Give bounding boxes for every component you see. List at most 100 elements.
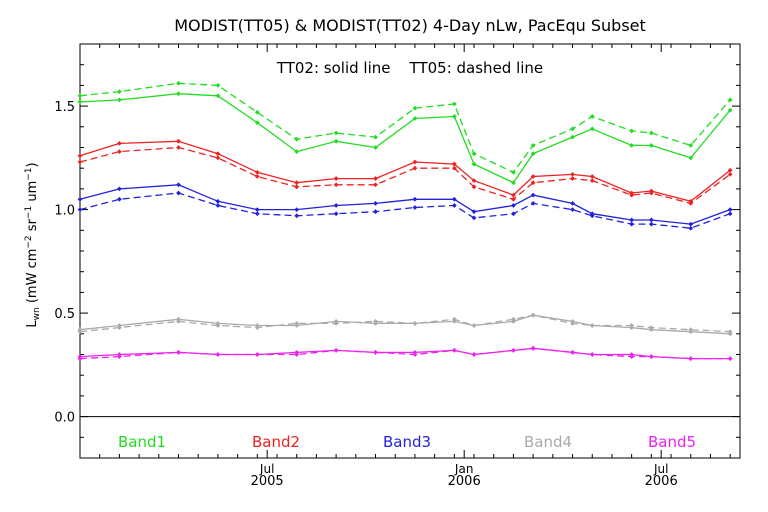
band1-solid-point [451,114,457,119]
x-tick-month-1: Jan [454,462,474,476]
band2-dashed-point [727,172,733,177]
band3-solid-point [373,200,378,206]
band5-dashed-point [176,350,181,355]
band2-dashed-point [294,184,300,190]
band2-solid-point [215,151,221,157]
band1-dashed-point [530,143,536,148]
band2-dashed-point [215,155,221,161]
band1-solid-point [688,155,694,161]
band2-solid-point [77,153,83,159]
band5-dashed-point [294,352,300,357]
band3-dashed-point [294,213,300,219]
band2-dashed-point [117,149,122,155]
band4-dashed-point [373,318,378,324]
band1-solid-point [570,134,575,140]
band5-dashed-point [688,356,694,362]
y-tick-label-0: 0.0 [54,411,75,426]
band1-dashed-point [629,128,635,134]
band1-dashed-point [254,109,260,115]
legend-band1: Band1 [118,433,166,451]
band1-solid-point [176,91,181,97]
svg-text:Lwn (mW cm−2 sr−1 um−1): Lwn (mW cm−2 sr−1 um−1) [24,162,42,327]
band3-dashed-point [117,196,122,202]
band2-dashed-point [648,190,654,196]
band3-dashed-point [254,211,260,217]
band3-solid-line [79,184,731,225]
band2-dashed-point [77,159,83,165]
band2-solid-point [727,167,733,173]
band3-solid-point [294,207,300,212]
band4-dashed-point [77,329,83,335]
band3-solid-point [333,203,339,208]
y-label-base: L [25,320,40,328]
band1-dashed-point [333,130,339,136]
band3-dashed-point [215,203,221,208]
band5-dashed-point [412,352,418,357]
band2-dashed-point [589,178,595,184]
band3-solid-point [727,207,733,212]
band5-dashed-point [530,345,536,351]
band1-solid-point [589,126,595,132]
band3-solid-point [511,203,516,208]
band1-solid-point [254,120,260,126]
band4-dashed-point [294,321,300,326]
x-tick-year-1: 2006 [448,474,481,489]
band1-solid-point [727,107,733,113]
band4-dashed-point [589,323,595,328]
band3-dashed-point [589,213,595,219]
band2-solid-point [451,161,457,167]
y-tick-label-2: 1.0 [54,204,75,219]
band5-dashed-point [254,352,260,357]
band2-dashed-point [333,182,339,188]
band3-solid-point [215,198,221,204]
band3-solid-point [688,221,694,227]
band1-dashed-point [294,136,300,142]
y-axis-ticks: 0.0 0.5 1.0 1.5 [54,64,740,438]
band4-dashed-point [333,321,339,326]
band4-dashed-point [117,325,122,330]
band3-solid-point [471,209,477,215]
line-style-annotation: TT02: solid line TT05: dashed line [276,59,543,77]
band5-dashed-point [727,356,733,362]
band1-dashed-point [471,151,477,157]
band2-solid-point [530,174,536,179]
band1-dashed-point [215,83,221,88]
x-tick-year-2: 2006 [645,474,678,489]
band5-dashed-point [629,354,635,359]
band3-dashed-point [629,221,635,227]
band3-dashed-point [570,207,575,212]
band1-solid-point [373,145,378,150]
band3-solid-point [648,217,654,223]
band2-solid-point [471,178,477,184]
y-label-part3: um [25,181,40,206]
band1-solid-point [648,143,654,148]
band2-dashed-point [629,192,635,198]
x-tick-month-0: Jul [259,462,274,476]
band3-dashed-point [530,200,536,206]
band2-solid-point [294,180,300,186]
band3-dashed-point [77,207,83,212]
band1-dashed-point [688,143,694,148]
band4-dashed-point [727,329,733,335]
band4-dashed-point [511,316,516,322]
band1-solid-point [471,161,477,167]
band4-dashed-point [412,321,418,326]
band2-dashed-point [471,184,477,190]
band1-solid-line [79,93,731,184]
band1-dashed-point [727,97,733,103]
band5-dashed-point [373,350,378,355]
band5-dashed-point [648,354,654,359]
band4-dashed-point [176,318,181,324]
band1-dashed-point [451,101,457,107]
band2-dashed-point [373,182,378,188]
band3-solid-point [530,192,536,198]
y-tick-label-1: 0.5 [54,307,75,322]
band1-solid-point [77,99,83,105]
band1-solid-point [511,180,516,186]
legend-band4: Band4 [524,433,572,451]
band2-dashed-point [570,176,575,181]
band3-solid-point [570,200,575,206]
